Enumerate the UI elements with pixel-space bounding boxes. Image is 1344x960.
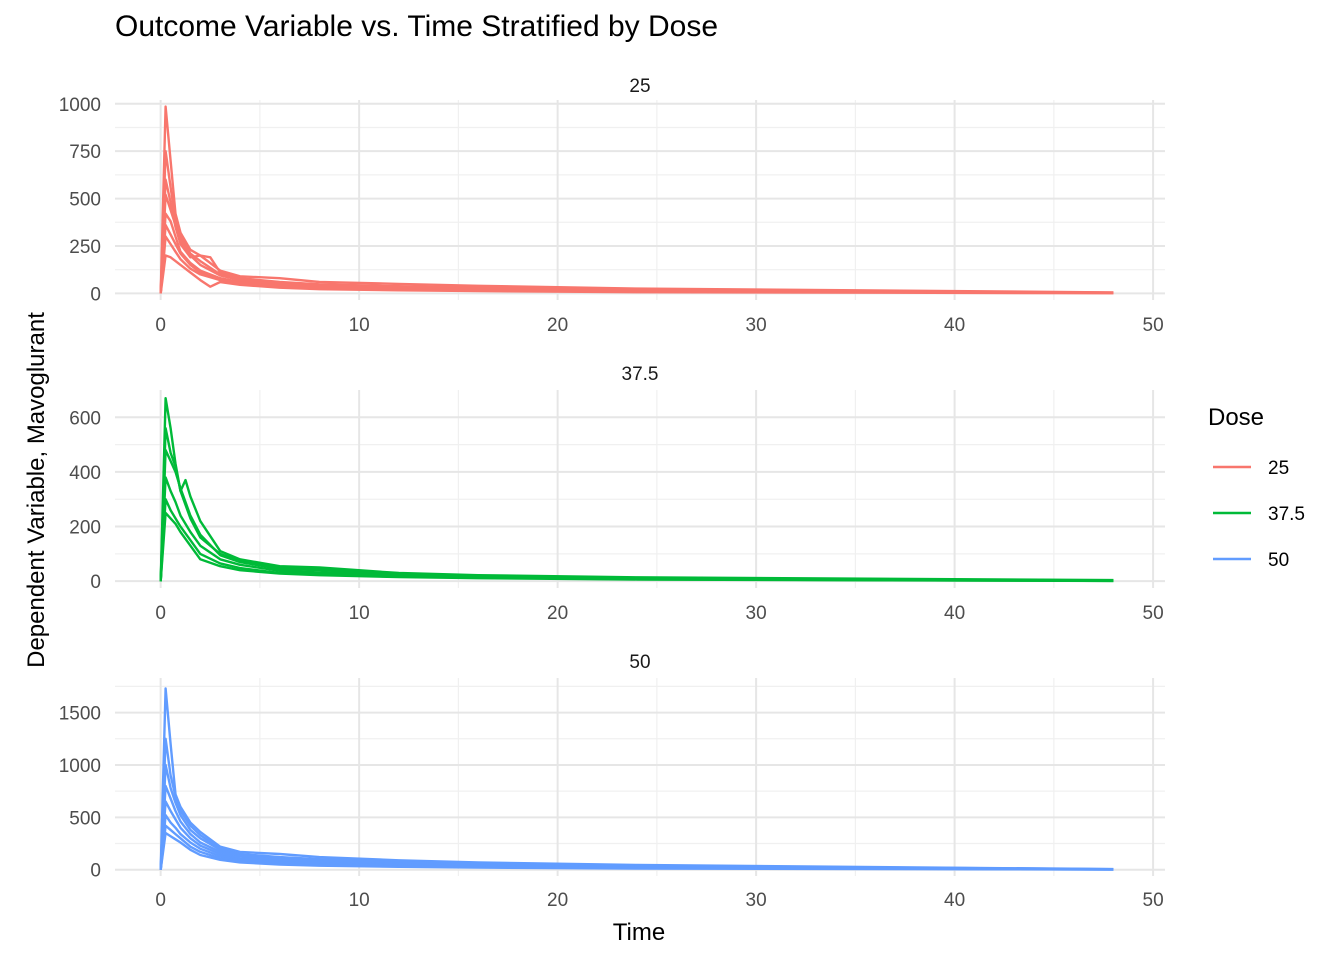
y-tick-label: 0 — [90, 572, 101, 593]
x-tick-label: 50 — [1143, 603, 1164, 624]
x-tick-label: 0 — [155, 603, 166, 624]
series-line — [159, 831, 1114, 871]
y-tick-label: 1000 — [59, 756, 101, 777]
x-tick-label: 30 — [746, 603, 767, 624]
x-tick-label: 0 — [155, 315, 166, 336]
y-tick-label: 200 — [69, 518, 101, 539]
series-line — [159, 687, 1114, 871]
legend-label: 25 — [1268, 458, 1289, 479]
legend-title: Dose — [1208, 404, 1264, 431]
legend-label: 37.5 — [1268, 504, 1305, 525]
x-tick-label: 30 — [746, 315, 767, 336]
chart-title: Outcome Variable vs. Time Stratified by … — [115, 10, 719, 43]
x-tick-label: 20 — [547, 603, 568, 624]
y-tick-label: 600 — [69, 408, 101, 429]
facet-strip-label: 25 — [629, 76, 650, 97]
y-tick-label: 500 — [69, 190, 101, 211]
y-tick-label: 1000 — [59, 95, 101, 116]
facet-panel: 37.5 0 200 400 600 0 10 20 30 40 50 — [69, 364, 1165, 624]
series-line — [159, 105, 1114, 294]
x-tick-label: 40 — [944, 315, 965, 336]
legend-label: 50 — [1268, 550, 1289, 571]
y-tick-label: 750 — [69, 142, 101, 163]
x-tick-label: 40 — [944, 603, 965, 624]
y-tick-label: 500 — [69, 808, 101, 829]
y-axis-title: Dependent Variable, Mavoglurant — [23, 312, 50, 668]
facet-strip-label: 50 — [629, 652, 650, 673]
x-tick-label: 30 — [746, 890, 767, 911]
x-tick-label: 20 — [547, 315, 568, 336]
x-tick-label: 10 — [349, 890, 370, 911]
legend: Dose 25 37.5 50 — [1208, 404, 1305, 571]
x-axis-title: Time — [613, 919, 665, 946]
series-line — [159, 511, 1114, 583]
y-tick-label: 250 — [69, 237, 101, 258]
x-tick-label: 50 — [1143, 890, 1164, 911]
series-line — [159, 223, 638, 294]
series-line — [159, 476, 1114, 582]
series-line — [159, 427, 1114, 582]
x-tick-label: 0 — [155, 890, 166, 911]
x-tick-label: 20 — [547, 890, 568, 911]
facet-strip-label: 37.5 — [622, 364, 659, 385]
y-tick-label: 0 — [90, 284, 101, 305]
y-tick-label: 400 — [69, 463, 101, 484]
series-line — [159, 193, 1114, 294]
y-tick-label: 1500 — [59, 704, 101, 725]
x-tick-label: 50 — [1143, 315, 1164, 336]
x-tick-label: 10 — [349, 603, 370, 624]
series-line — [159, 448, 1114, 582]
x-tick-label: 10 — [349, 315, 370, 336]
x-tick-label: 40 — [944, 890, 965, 911]
series-line — [159, 178, 1114, 294]
series-line — [159, 737, 1114, 871]
y-tick-label: 0 — [90, 861, 101, 882]
